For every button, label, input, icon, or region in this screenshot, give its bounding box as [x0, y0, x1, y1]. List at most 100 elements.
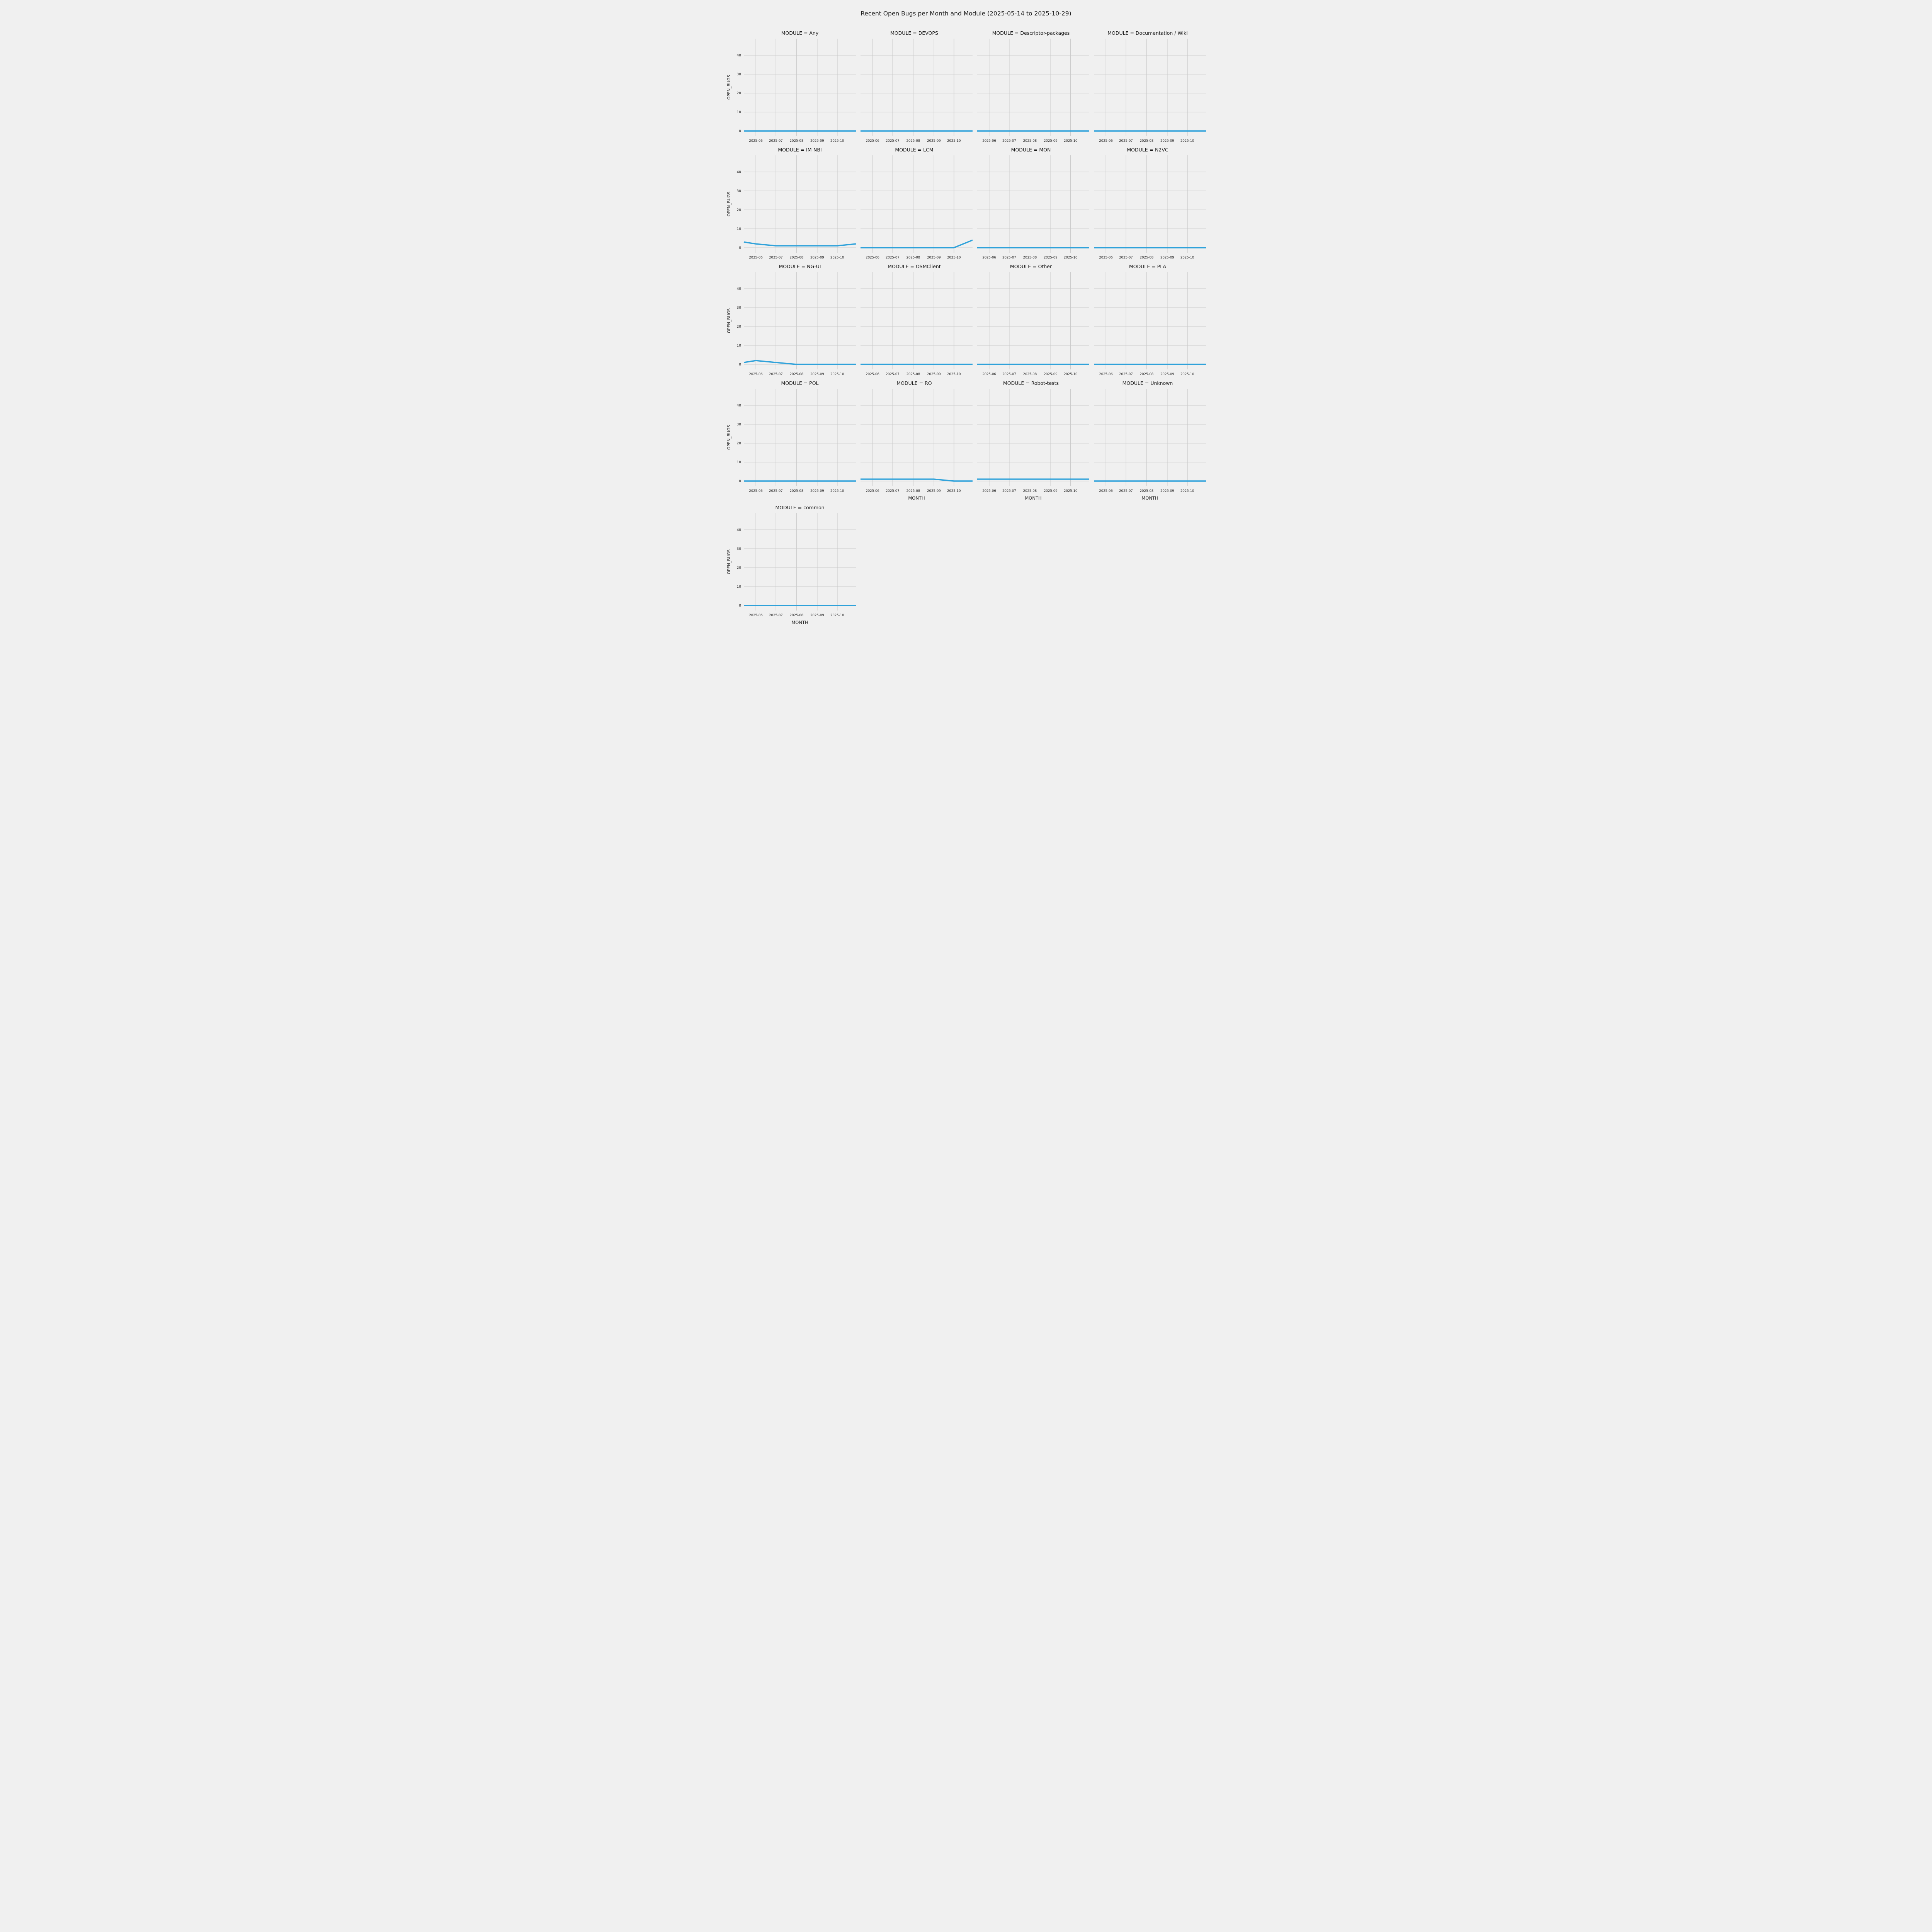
- x-tick-label: 2025-08: [790, 372, 804, 376]
- x-tick-label: 2025-06: [866, 139, 879, 143]
- facet-im-nbi: MODULE = IM-NBI 0 10 20 30 40 OPEN_BUGS 2025-06…: [726, 147, 856, 261]
- x-tick-label: 2025-08: [1023, 489, 1037, 493]
- y-axis-label: OPEN_BUGS: [727, 549, 731, 574]
- facet-plot: 2025-06 2025-07 2025-08 2025-09 2025-10: [1094, 39, 1206, 143]
- x-tick-label: 2025-06: [749, 372, 763, 376]
- x-tick-label: 2025-06: [866, 372, 879, 376]
- x-tick-label: 2025-07: [1002, 372, 1016, 376]
- x-tick-label: 2025-06: [982, 372, 996, 376]
- x-tick-label: 2025-10: [947, 256, 961, 260]
- y-tick-label: 20: [737, 442, 742, 446]
- facet-ng-ui: MODULE = NG-UI 0 10 20 30 40 OPEN_BUGS 2025-06 2…: [726, 264, 856, 378]
- facet-plot: 2025-06 2025-07 2025-08 2025-09 2025-10: [861, 39, 973, 143]
- x-tick-label: 2025-08: [1140, 256, 1154, 260]
- y-tick-label: 40: [737, 404, 742, 408]
- x-tick-label: 2025-07: [769, 372, 783, 376]
- x-tick-label: 2025-08: [1140, 372, 1154, 376]
- x-tick-label: 2025-10: [1180, 372, 1194, 376]
- x-tick-label: 2025-09: [810, 614, 824, 617]
- facet-documentation-wiki: MODULE = Documentation / Wiki 2025-06 2025…: [1089, 30, 1206, 145]
- x-tick-label: 2025-08: [906, 489, 920, 493]
- x-tick-label: 2025-09: [810, 139, 824, 143]
- facet-plot: 2025-06 2025-07 2025-08 2025-09 2025-10 MONTH: [1094, 389, 1206, 501]
- y-axis-label: OPEN_BUGS: [727, 75, 731, 100]
- y-tick-label: 10: [737, 344, 742, 348]
- x-tick-label: 2025-07: [1002, 139, 1016, 143]
- facet-title: MODULE = common: [775, 505, 825, 510]
- y-tick-label: 40: [737, 287, 742, 291]
- facet-title: MODULE = Unknown: [1122, 380, 1173, 386]
- y-tick-label: 10: [737, 227, 742, 231]
- x-tick-label: 2025-06: [749, 614, 763, 617]
- facet-unknown: MODULE = Unknown 2025-06 2025-07 2025-08 202…: [1089, 380, 1206, 502]
- x-tick-label: 2025-09: [927, 139, 941, 143]
- gridlines: [744, 389, 856, 486]
- figure: Recent Open Bugs per Month and Module (2…: [726, 0, 1206, 642]
- x-tick-label: 2025-09: [1044, 372, 1058, 376]
- facet-title: MODULE = NG-UI: [779, 264, 821, 269]
- x-tick-label: 2025-09: [927, 489, 941, 493]
- y-axis-label: OPEN_BUGS: [727, 308, 731, 333]
- facet-ro: MODULE = RO 2025-06 2025-07 2025-08 2025-09 2…: [856, 380, 973, 502]
- y-tick-label: 10: [737, 461, 742, 464]
- facet-descriptor-packages: MODULE = Descriptor-packages 2025-06 2025-…: [973, 30, 1089, 145]
- x-tick-label: 2025-06: [1099, 372, 1113, 376]
- facet-plot: 2025-06 2025-07 2025-08 2025-09 2025-10: [977, 155, 1089, 260]
- series-line: [861, 239, 973, 248]
- gridlines: [861, 155, 973, 253]
- x-tick-label: 2025-07: [1119, 139, 1133, 143]
- y-tick-label: 20: [737, 566, 742, 570]
- facet-plot: 0 10 20 30 40 OPEN_BUGS 2025-06 2025-07 2025-08 2…: [727, 389, 856, 493]
- y-tick-label: 30: [737, 73, 742, 77]
- x-tick-label: 2025-06: [982, 489, 996, 493]
- gridlines: [1094, 155, 1206, 253]
- x-tick-label: 2025-08: [1023, 372, 1037, 376]
- x-tick-label: 2025-06: [1099, 139, 1113, 143]
- x-tick-label: 2025-06: [749, 256, 763, 260]
- gridlines: [861, 39, 973, 136]
- x-tick-label: 2025-10: [830, 256, 844, 260]
- facet-title: MODULE = IM-NBI: [778, 147, 822, 153]
- y-tick-label: 40: [737, 54, 742, 58]
- x-tick-label: 2025-07: [1119, 256, 1133, 260]
- y-tick-label: 10: [737, 111, 742, 114]
- x-tick-label: 2025-09: [927, 256, 941, 260]
- facet-title: MODULE = Documentation / Wiki: [1107, 30, 1188, 36]
- x-tick-label: 2025-07: [769, 139, 783, 143]
- x-tick-label: 2025-07: [886, 139, 900, 143]
- x-tick-label: 2025-08: [790, 489, 804, 493]
- facet-plot: 2025-06 2025-07 2025-08 2025-09 2025-10: [861, 272, 973, 376]
- facet-devops: MODULE = DEVOPS 2025-06 2025-07 2025-08 2025…: [856, 30, 973, 145]
- x-tick-label: 2025-07: [769, 489, 783, 493]
- x-tick-label: 2025-10: [1180, 139, 1194, 143]
- gridlines: [861, 272, 973, 369]
- x-tick-label: 2025-07: [1119, 489, 1133, 493]
- facet-title: MODULE = Any: [781, 30, 819, 36]
- gridlines: [744, 272, 856, 369]
- facet-plot: 2025-06 2025-07 2025-08 2025-09 2025-10: [977, 39, 1089, 143]
- y-tick-label: 40: [737, 170, 742, 174]
- gridlines: [1094, 389, 1206, 486]
- facet-title: MODULE = MON: [1011, 147, 1051, 153]
- facet-title: MODULE = RO: [896, 380, 932, 386]
- gridlines: [744, 155, 856, 253]
- x-tick-label: 2025-09: [1160, 372, 1174, 376]
- facet-title: MODULE = N2VC: [1127, 147, 1168, 153]
- x-tick-label: 2025-10: [830, 489, 844, 493]
- y-tick-label: 10: [737, 585, 742, 589]
- facet-osmclient: MODULE = OSMClient 2025-06 2025-07 2025-08 2…: [856, 264, 973, 378]
- x-tick-label: 2025-08: [790, 139, 804, 143]
- gridlines: [1094, 272, 1206, 369]
- x-tick-label: 2025-07: [769, 614, 783, 617]
- x-axis-label: MONTH: [1025, 495, 1041, 501]
- x-tick-label: 2025-10: [1064, 489, 1078, 493]
- facet-title: MODULE = LCM: [895, 147, 934, 153]
- facet-title: MODULE = Robot-tests: [1003, 380, 1059, 386]
- x-tick-label: 2025-06: [866, 256, 879, 260]
- series-line: [743, 360, 856, 365]
- x-tick-label: 2025-10: [947, 372, 961, 376]
- facet-other: MODULE = Other 2025-06 2025-07 2025-08 2025-…: [973, 264, 1089, 378]
- x-tick-label: 2025-10: [947, 489, 961, 493]
- x-tick-label: 2025-08: [906, 256, 920, 260]
- x-tick-label: 2025-08: [1023, 139, 1037, 143]
